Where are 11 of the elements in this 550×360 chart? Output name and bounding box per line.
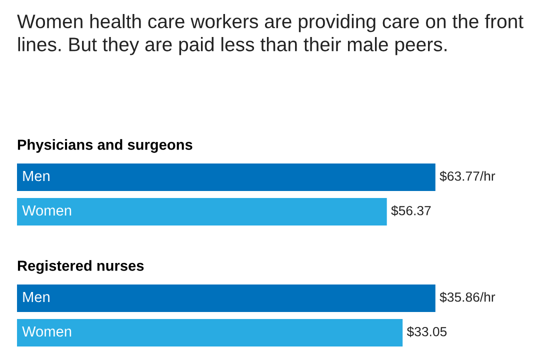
y-tick-label: Men [23, 170, 50, 182]
data-label: $33.05 [406, 326, 447, 338]
y-tick-label: Women [22, 205, 72, 216]
data-label: $63.77/hr [440, 170, 496, 182]
y-tick-label: Men [23, 292, 50, 302]
data-label: $35.86/hr [440, 292, 496, 303]
chart-subtitle: Physicians and surgeons [18, 139, 192, 153]
data-label: $56.37 [391, 205, 431, 216]
chart-subtitle: Registered nurses [18, 260, 144, 274]
y-tick-label: Women [22, 326, 72, 337]
chart-title: Women health care workers are providing care on the front lines. But they are paid less than their male peers. [17, 14, 524, 56]
